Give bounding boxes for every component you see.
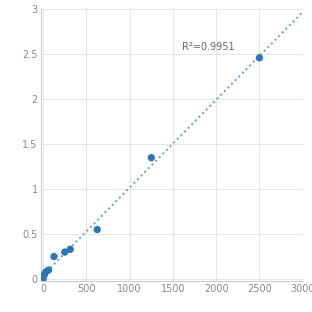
Point (51, 254, 56, 259)
Point (257, 56, 262, 61)
Point (149, 155, 154, 160)
Point (43, 269, 48, 274)
Point (68, 247, 73, 252)
Point (42, 272, 47, 277)
Point (62, 250, 67, 255)
Point (41, 276, 46, 281)
Point (46, 267, 51, 272)
Point (95, 227, 100, 232)
Text: R²=0.9951: R²=0.9951 (182, 42, 234, 52)
